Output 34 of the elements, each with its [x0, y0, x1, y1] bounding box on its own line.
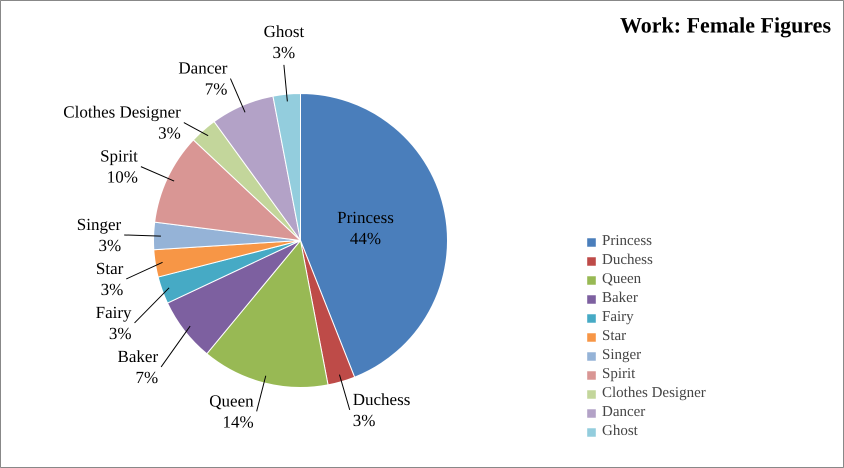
slice-label: Ghost — [264, 22, 304, 41]
data-label: 3% — [158, 124, 181, 143]
slice-label: Fairy — [96, 303, 132, 322]
legend-label: Spirit — [602, 366, 636, 383]
chart-title: Work: Female Figures — [620, 12, 832, 38]
slice-label: Singer — [76, 215, 122, 234]
legend-label: Baker — [602, 290, 638, 307]
slice-label: Baker — [118, 347, 158, 366]
legend-label: Singer — [602, 347, 642, 364]
legend-label: Queen — [602, 271, 642, 288]
slice-label: Duchess — [352, 390, 410, 409]
data-label: 3% — [272, 42, 296, 62]
slice-label: Dancer — [178, 58, 228, 78]
data-label: 3% — [108, 324, 132, 343]
legend-label: Duchess — [602, 252, 653, 269]
slice-label: Spirit — [100, 146, 138, 166]
legend-label: Dancer — [602, 404, 646, 421]
slice-label: Queen — [209, 391, 254, 410]
slice-label: Star — [96, 259, 124, 278]
data-label: 10% — [106, 168, 138, 187]
data-label: 3% — [98, 236, 122, 255]
slice-label: Princess — [337, 208, 394, 228]
legend-label: Star — [602, 328, 626, 345]
data-label: 3% — [100, 280, 124, 299]
legend-label: Fairy — [602, 309, 634, 326]
data-label: 7% — [204, 80, 228, 99]
legend-label: Princess — [602, 233, 652, 250]
data-label: 7% — [135, 368, 158, 387]
legend-label: Ghost — [602, 423, 638, 440]
data-label: 14% — [222, 412, 254, 432]
legend-label: Clothes Designer — [602, 385, 706, 402]
data-label: 3% — [352, 410, 376, 430]
data-label: 44% — [350, 229, 382, 248]
slice-label: Clothes Designer — [63, 102, 182, 122]
